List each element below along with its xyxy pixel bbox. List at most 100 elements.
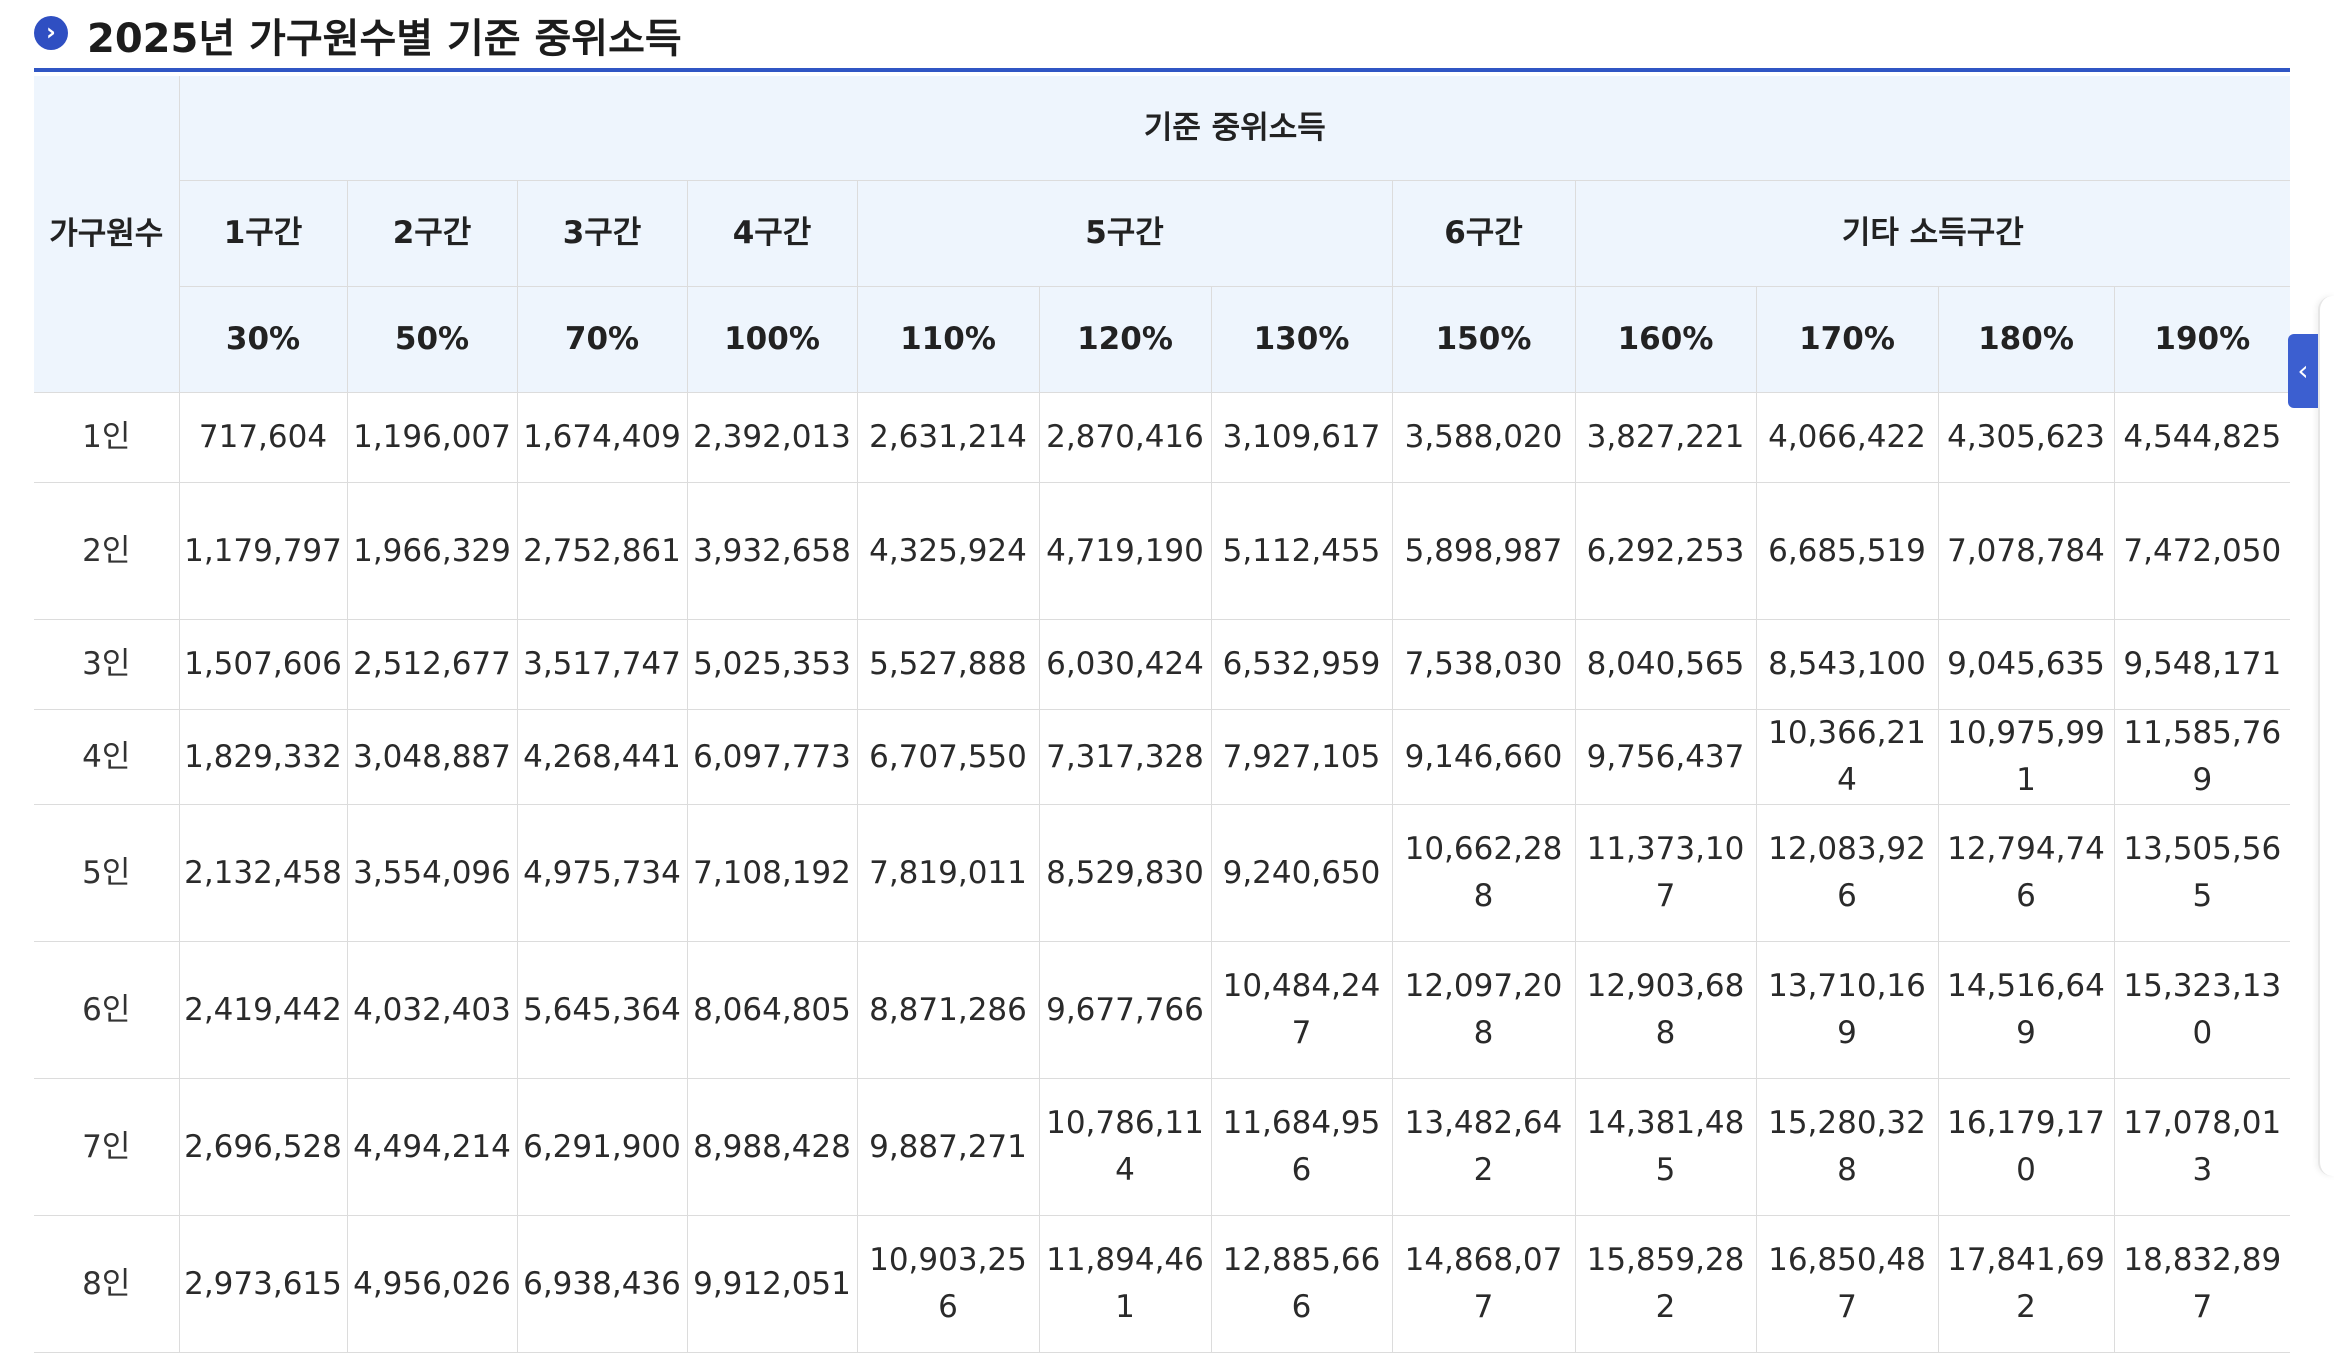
table-row: 2인 1,179,797 1,966,329 2,752,861 3,932,658 4,… — [34, 482, 2290, 620]
side-panel-edge — [2318, 296, 2334, 1176]
band-header: 기타 소득구간 — [1574, 180, 2290, 287]
percent-header: 100% — [686, 286, 858, 393]
table-cell: 3,109,617 — [1210, 392, 1393, 483]
table-cell: 6,938,436 — [516, 1215, 688, 1353]
table-cell: 3,517,747 — [516, 619, 688, 710]
table-cell: 10,484,247 — [1210, 941, 1393, 1079]
table-row: 4인 1,829,332 3,048,887 4,268,441 6,097,773 6,… — [34, 709, 2290, 805]
row-header: 8인 — [34, 1215, 180, 1353]
table-row: 3인 1,507,606 2,512,677 3,517,747 5,025,353 5,… — [34, 619, 2290, 710]
table-cell: 12,885,666 — [1210, 1215, 1393, 1353]
table-cell: 7,819,011 — [856, 804, 1040, 942]
table-cell: 7,317,328 — [1038, 709, 1212, 805]
table-cell: 13,710,169 — [1755, 941, 1939, 1079]
table-cell: 7,108,192 — [686, 804, 858, 942]
table-cell: 11,585,769 — [2113, 709, 2290, 805]
table-row: 8인 2,973,615 4,956,026 6,938,436 9,912,051 10… — [34, 1215, 2290, 1353]
table-cell: 3,827,221 — [1574, 392, 1757, 483]
table-cell: 4,268,441 — [516, 709, 688, 805]
table-cell: 16,179,170 — [1937, 1078, 2115, 1216]
percent-header: 160% — [1574, 286, 1757, 393]
row-header: 5인 — [34, 804, 180, 942]
table-cell: 10,662,288 — [1391, 804, 1576, 942]
table-cell: 5,898,987 — [1391, 482, 1576, 620]
section-header: › 2025년 가구원수별 기준 중위소득 — [34, 0, 2290, 72]
table-cell: 9,045,635 — [1937, 619, 2115, 710]
table-cell: 4,719,190 — [1038, 482, 1212, 620]
row-header: 2인 — [34, 482, 180, 620]
table-cell: 1,196,007 — [346, 392, 518, 483]
table-cell: 14,516,649 — [1937, 941, 2115, 1079]
table-cell: 6,030,424 — [1038, 619, 1212, 710]
band-header: 4구간 — [686, 180, 858, 287]
table-cell: 11,894,461 — [1038, 1215, 1212, 1353]
table-cell: 8,871,286 — [856, 941, 1040, 1079]
table-cell: 10,366,214 — [1755, 709, 1939, 805]
percent-header: 130% — [1210, 286, 1393, 393]
table-cell: 8,529,830 — [1038, 804, 1212, 942]
table-cell: 8,988,428 — [686, 1078, 858, 1216]
side-panel-toggle[interactable]: ‹ — [2288, 334, 2318, 408]
table-cell: 17,078,013 — [2113, 1078, 2290, 1216]
table-cell: 9,887,271 — [856, 1078, 1040, 1216]
table-cell: 4,066,422 — [1755, 392, 1939, 483]
table-cell: 13,505,565 — [2113, 804, 2290, 942]
percent-header: 70% — [516, 286, 688, 393]
table-cell: 2,631,214 — [856, 392, 1040, 483]
median-income-table: 가구원수 기준 중위소득 1구간 2구간 3구간 4구간 5구간 6구간 기타 소득구간 3… — [34, 76, 2290, 1353]
table-cell: 4,975,734 — [516, 804, 688, 942]
table-cell: 9,677,766 — [1038, 941, 1212, 1079]
band-header: 3구간 — [516, 180, 688, 287]
table-cell: 1,674,409 — [516, 392, 688, 483]
table-cell: 1,507,606 — [178, 619, 348, 710]
table-cell: 3,588,020 — [1391, 392, 1576, 483]
table-cell: 2,512,677 — [346, 619, 518, 710]
table-cell: 12,903,688 — [1574, 941, 1757, 1079]
table-cell: 7,472,050 — [2113, 482, 2290, 620]
table-cell: 9,912,051 — [686, 1215, 858, 1353]
table-cell: 7,538,030 — [1391, 619, 1576, 710]
row-header: 7인 — [34, 1078, 180, 1216]
percent-header: 30% — [179, 286, 348, 393]
table-row: 5인 2,132,458 3,554,096 4,975,734 7,108,192 7,… — [34, 804, 2290, 942]
table-cell: 15,859,282 — [1574, 1215, 1757, 1353]
table-cell: 18,832,897 — [2113, 1215, 2290, 1353]
table-cell: 6,685,519 — [1755, 482, 1939, 620]
band-header: 6구간 — [1391, 180, 1576, 287]
table-cell: 8,040,565 — [1574, 619, 1757, 710]
table-cell: 9,146,660 — [1391, 709, 1576, 805]
table-cell: 11,373,107 — [1574, 804, 1757, 942]
table-cell: 2,392,013 — [686, 392, 858, 483]
table-cell: 15,280,328 — [1755, 1078, 1939, 1216]
table-cell: 5,112,455 — [1210, 482, 1393, 620]
table-cell: 6,291,900 — [516, 1078, 688, 1216]
page-title: 2025년 가구원수별 기준 중위소득 — [87, 16, 682, 62]
band-header: 1구간 — [179, 180, 348, 287]
table-cell: 3,048,887 — [346, 709, 518, 805]
percent-header: 50% — [346, 286, 518, 393]
table-cell: 17,841,692 — [1937, 1215, 2115, 1353]
table-cell: 7,927,105 — [1210, 709, 1393, 805]
table-cell: 4,494,214 — [346, 1078, 518, 1216]
percent-header: 110% — [856, 286, 1040, 393]
table-cell: 7,078,784 — [1937, 482, 2115, 620]
table-cell: 9,240,650 — [1210, 804, 1393, 942]
table-cell: 6,707,550 — [856, 709, 1040, 805]
table-cell: 4,032,403 — [346, 941, 518, 1079]
table-cell: 2,696,528 — [178, 1078, 348, 1216]
table-cell: 717,604 — [178, 392, 348, 483]
chevron-left-icon: ‹ — [2297, 354, 2309, 387]
table-cell: 5,645,364 — [516, 941, 688, 1079]
table-row: 1인 717,604 1,196,007 1,674,409 2,392,013 2,63… — [34, 392, 2290, 483]
band-header: 2구간 — [346, 180, 518, 287]
row-header: 6인 — [34, 941, 180, 1079]
table-cell: 1,179,797 — [178, 482, 348, 620]
column-group-header: 기준 중위소득 — [178, 76, 2290, 181]
table-cell: 1,966,329 — [346, 482, 518, 620]
table-cell: 4,544,825 — [2113, 392, 2290, 483]
table-cell: 2,973,615 — [178, 1215, 348, 1353]
table-cell: 4,305,623 — [1937, 392, 2115, 483]
table-cell: 8,543,100 — [1755, 619, 1939, 710]
table-cell: 9,756,437 — [1574, 709, 1757, 805]
table-cell: 6,532,959 — [1210, 619, 1393, 710]
